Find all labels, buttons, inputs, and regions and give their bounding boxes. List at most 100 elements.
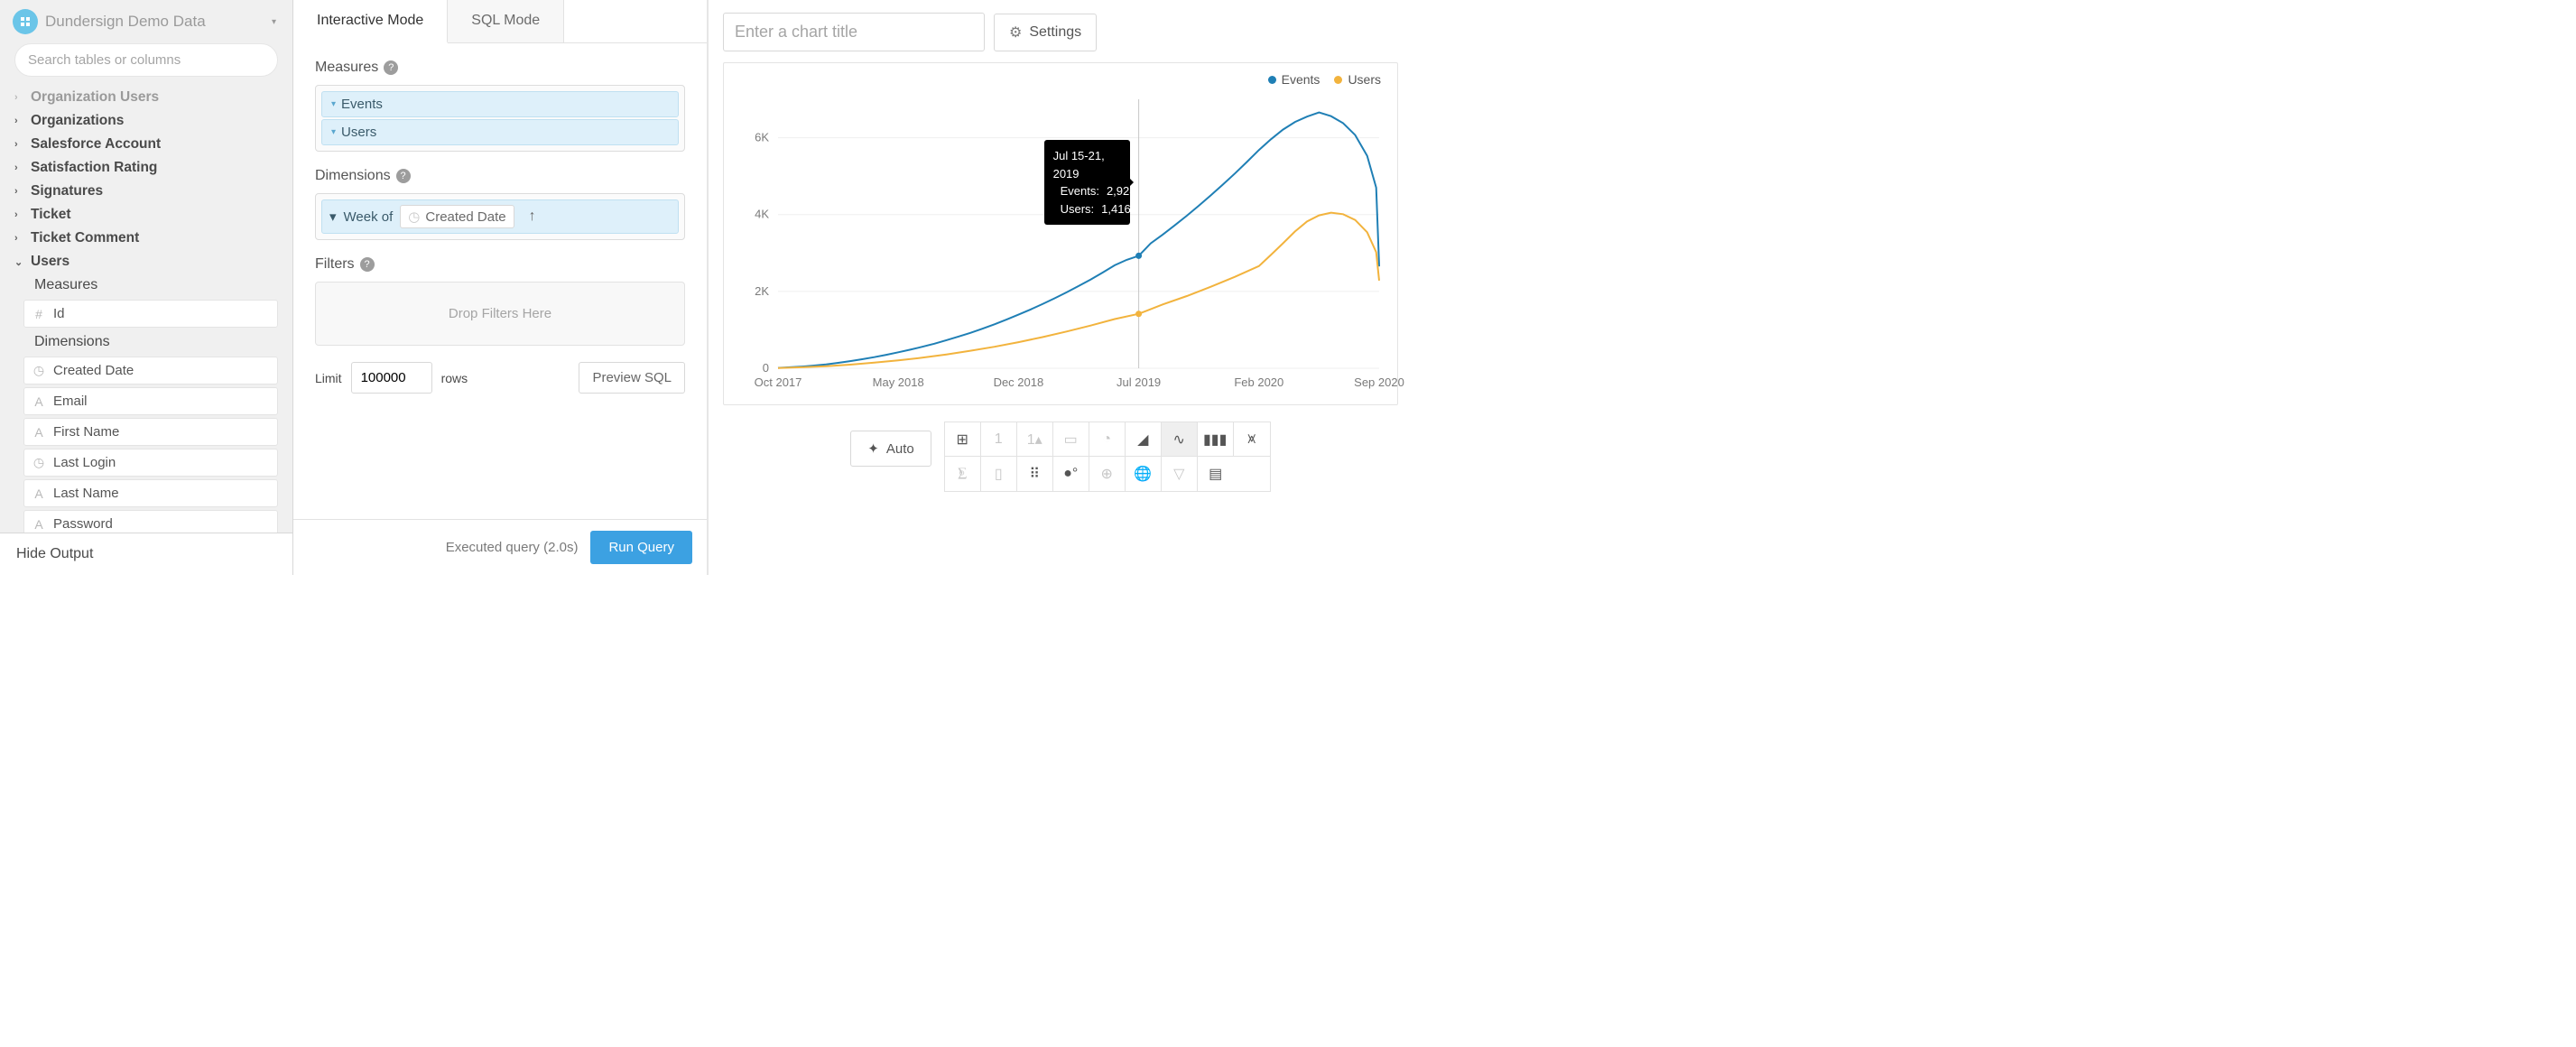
legend-dot-icon	[1334, 76, 1342, 84]
datasource-title: Dundersign Demo Data	[45, 13, 206, 31]
viz-spark-button[interactable]: ⩙	[1234, 422, 1270, 457]
tree-table-row[interactable]: ›Organization Users	[9, 86, 283, 109]
chart-settings-button[interactable]: ⚙ Settings	[994, 14, 1097, 51]
viz-globe-button[interactable]: 🌐	[1126, 457, 1162, 491]
dimensions-dropzone[interactable]: ▾ Week of ◷ Created Date ↑	[315, 193, 685, 240]
measure-chip[interactable]: ▾Users	[321, 119, 679, 145]
tree-table-row[interactable]: › Ticket Comment	[9, 227, 283, 250]
tree-table-row[interactable]: › Salesforce Account	[9, 133, 283, 156]
viz-bar-button[interactable]: ▮▮▮	[1198, 422, 1234, 457]
tree-table-row[interactable]: ›Organizations	[9, 109, 283, 133]
dimension-bucket: Week of	[344, 209, 394, 225]
tree-table-row[interactable]: ⌄ Users	[9, 250, 283, 273]
viz-box-button: ▯	[981, 457, 1017, 491]
chevron-right-icon: ›	[14, 139, 23, 150]
chevron-down-icon: ▾	[331, 99, 336, 109]
filters-dropzone[interactable]: Drop Filters Here	[315, 282, 685, 346]
legend-item[interactable]: Events	[1268, 72, 1320, 87]
help-icon[interactable]: ?	[396, 169, 411, 183]
viz-area-button[interactable]: ◢	[1126, 422, 1162, 457]
visualization-panel: ⚙ Settings Events Users 02K4K6KOct 2017Ma…	[709, 0, 1413, 575]
field-pill[interactable]: ALast Name	[23, 479, 278, 507]
limit-label: Limit	[315, 371, 342, 385]
limit-input[interactable]	[351, 362, 432, 394]
text-icon: A	[32, 486, 46, 501]
field-pill[interactable]: AFirst Name	[23, 418, 278, 446]
measures-heading: Measures ?	[315, 60, 685, 76]
svg-text:Dec 2018: Dec 2018	[994, 375, 1044, 389]
viz-pie-button: ◔	[1089, 422, 1126, 457]
preview-sql-button[interactable]: Preview SQL	[579, 362, 685, 394]
measures-dropzone[interactable]: ▾Events▾Users	[315, 85, 685, 152]
svg-text:Feb 2020: Feb 2020	[1234, 375, 1283, 389]
viz-funnel-button: ▽	[1162, 457, 1198, 491]
svg-text:2K: 2K	[755, 284, 769, 298]
viz-type-grid: ⊞11▴▭◔◢∿▮▮▮⩙⨊▯⠿●°⊕🌐▽▤	[944, 422, 1271, 492]
tab-sql[interactable]: SQL Mode	[448, 0, 564, 42]
tree-table-label: Organizations	[31, 113, 124, 129]
help-icon[interactable]: ?	[384, 60, 398, 75]
chart-plot-area[interactable]: 02K4K6KOct 2017May 2018Dec 2018Jul 2019F…	[778, 99, 1379, 368]
chevron-right-icon: ›	[14, 233, 23, 244]
chart-card: Events Users 02K4K6KOct 2017May 2018Dec 2…	[723, 62, 1398, 405]
viz-table-button[interactable]: ⊞	[945, 422, 981, 457]
field-pill[interactable]: APassword	[23, 510, 278, 533]
help-icon[interactable]: ?	[360, 257, 375, 272]
svg-text:0: 0	[763, 361, 769, 375]
viz-progress-button: ▭	[1053, 422, 1089, 457]
clock-icon: ◷	[408, 208, 420, 225]
text-icon: A	[32, 425, 46, 440]
auto-viz-button[interactable]: ✦ Auto	[850, 431, 931, 467]
field-pill[interactable]: ◷Created Date	[23, 357, 278, 385]
chevron-right-icon: ›	[14, 209, 23, 220]
tree-table-label: Salesforce Account	[31, 136, 161, 153]
measures-label: Measures	[9, 273, 283, 297]
chevron-right-icon: ›	[14, 186, 23, 197]
tree-table-row[interactable]: › Satisfaction Rating	[9, 156, 283, 180]
viz-combo-button: ⨊	[945, 457, 981, 491]
chevron-right-icon: ›	[14, 162, 23, 173]
svg-text:May 2018: May 2018	[873, 375, 924, 389]
chart-title-input[interactable]	[723, 13, 985, 51]
sort-asc-icon[interactable]: ↑	[522, 208, 543, 225]
tab-interactive[interactable]: Interactive Mode	[293, 0, 448, 43]
tree-table-label: Satisfaction Rating	[31, 160, 157, 176]
viz-globe-outline-button: ⊕	[1089, 457, 1126, 491]
tree-table-label: Ticket Comment	[31, 230, 139, 246]
mode-tabs: Interactive Mode SQL Mode	[293, 0, 707, 43]
query-builder-panel: Interactive Mode SQL Mode Measures ? ▾Ev…	[293, 0, 709, 575]
chevron-down-icon: ▾	[331, 127, 336, 137]
svg-text:Oct 2017: Oct 2017	[755, 375, 802, 389]
search-input[interactable]	[14, 43, 278, 77]
chevron-down-icon: ▾	[272, 17, 276, 27]
tree-table-label: Users	[31, 254, 69, 270]
chevron-down-icon: ⌄	[14, 256, 23, 268]
clock-icon: ◷	[32, 455, 46, 470]
viz-bubble-button[interactable]: ●°	[1053, 457, 1089, 491]
query-status: Executed query (2.0s)	[446, 540, 579, 555]
tree-table-row[interactable]: ›Signatures	[9, 180, 283, 203]
sidebar: Dundersign Demo Data ▾ ›Organization Use…	[0, 0, 293, 575]
measure-chip[interactable]: ▾Events	[321, 91, 679, 117]
filters-heading: Filters ?	[315, 256, 685, 273]
dimension-chip[interactable]: ▾ Week of ◷ Created Date ↑	[321, 199, 679, 234]
text-icon: A	[32, 517, 46, 532]
hide-output-toggle[interactable]: Hide Output	[0, 533, 292, 575]
viz-scatter-button[interactable]: ⠿	[1017, 457, 1053, 491]
tree-table-label: Ticket	[31, 207, 71, 223]
dimension-field: Created Date	[425, 209, 505, 225]
chevron-down-icon: ▾	[329, 208, 337, 225]
run-query-button[interactable]: Run Query	[590, 531, 692, 564]
field-pill[interactable]: ◷Last Login	[23, 449, 278, 477]
viz-trend-number-button: 1▴	[1017, 422, 1053, 457]
field-pill[interactable]: AEmail	[23, 387, 278, 415]
viz-card-button[interactable]: ▤	[1198, 457, 1234, 491]
datasource-selector[interactable]: Dundersign Demo Data ▾	[0, 0, 292, 43]
legend-item[interactable]: Users	[1334, 72, 1381, 87]
viz-line-button[interactable]: ∿	[1162, 422, 1198, 457]
clock-icon: ◷	[32, 363, 46, 378]
text-icon: A	[32, 394, 46, 409]
field-pill[interactable]: #Id	[23, 300, 278, 328]
tree-table-row[interactable]: › Ticket	[9, 203, 283, 227]
dimensions-heading: Dimensions ?	[315, 168, 685, 184]
